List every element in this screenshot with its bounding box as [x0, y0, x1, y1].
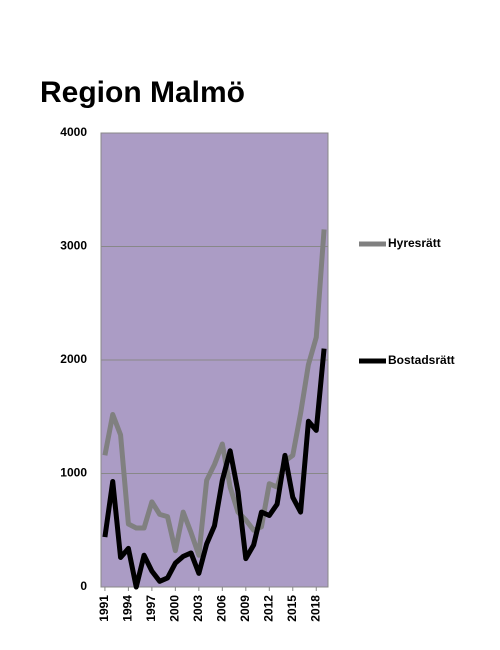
x-tick-label: 2009 [238, 595, 252, 622]
y-tick-label: 3000 [60, 239, 87, 253]
x-tick-label: 2006 [214, 595, 228, 622]
x-tick-label: 2018 [308, 595, 322, 622]
data-line [102, 348, 327, 590]
x-tick-label: 2003 [191, 595, 205, 622]
chart-title: Region Malmö [40, 76, 245, 109]
x-tick-label: 1997 [144, 595, 158, 622]
x-tick-label: 1991 [97, 595, 111, 622]
y-tick-label: 2000 [60, 352, 87, 366]
legend-label: Bostadsrätt [388, 353, 455, 367]
x-tick-label: 2000 [168, 595, 182, 622]
x-tick-label: 1994 [121, 595, 135, 622]
x-tick-label: 2015 [285, 595, 299, 622]
y-tick-label: 0 [80, 579, 87, 593]
y-tick-label: 1000 [60, 466, 87, 480]
y-tick-label: 4000 [60, 125, 87, 139]
legend-label: Hyresrätt [388, 236, 441, 250]
x-tick-label: 2012 [261, 595, 275, 622]
